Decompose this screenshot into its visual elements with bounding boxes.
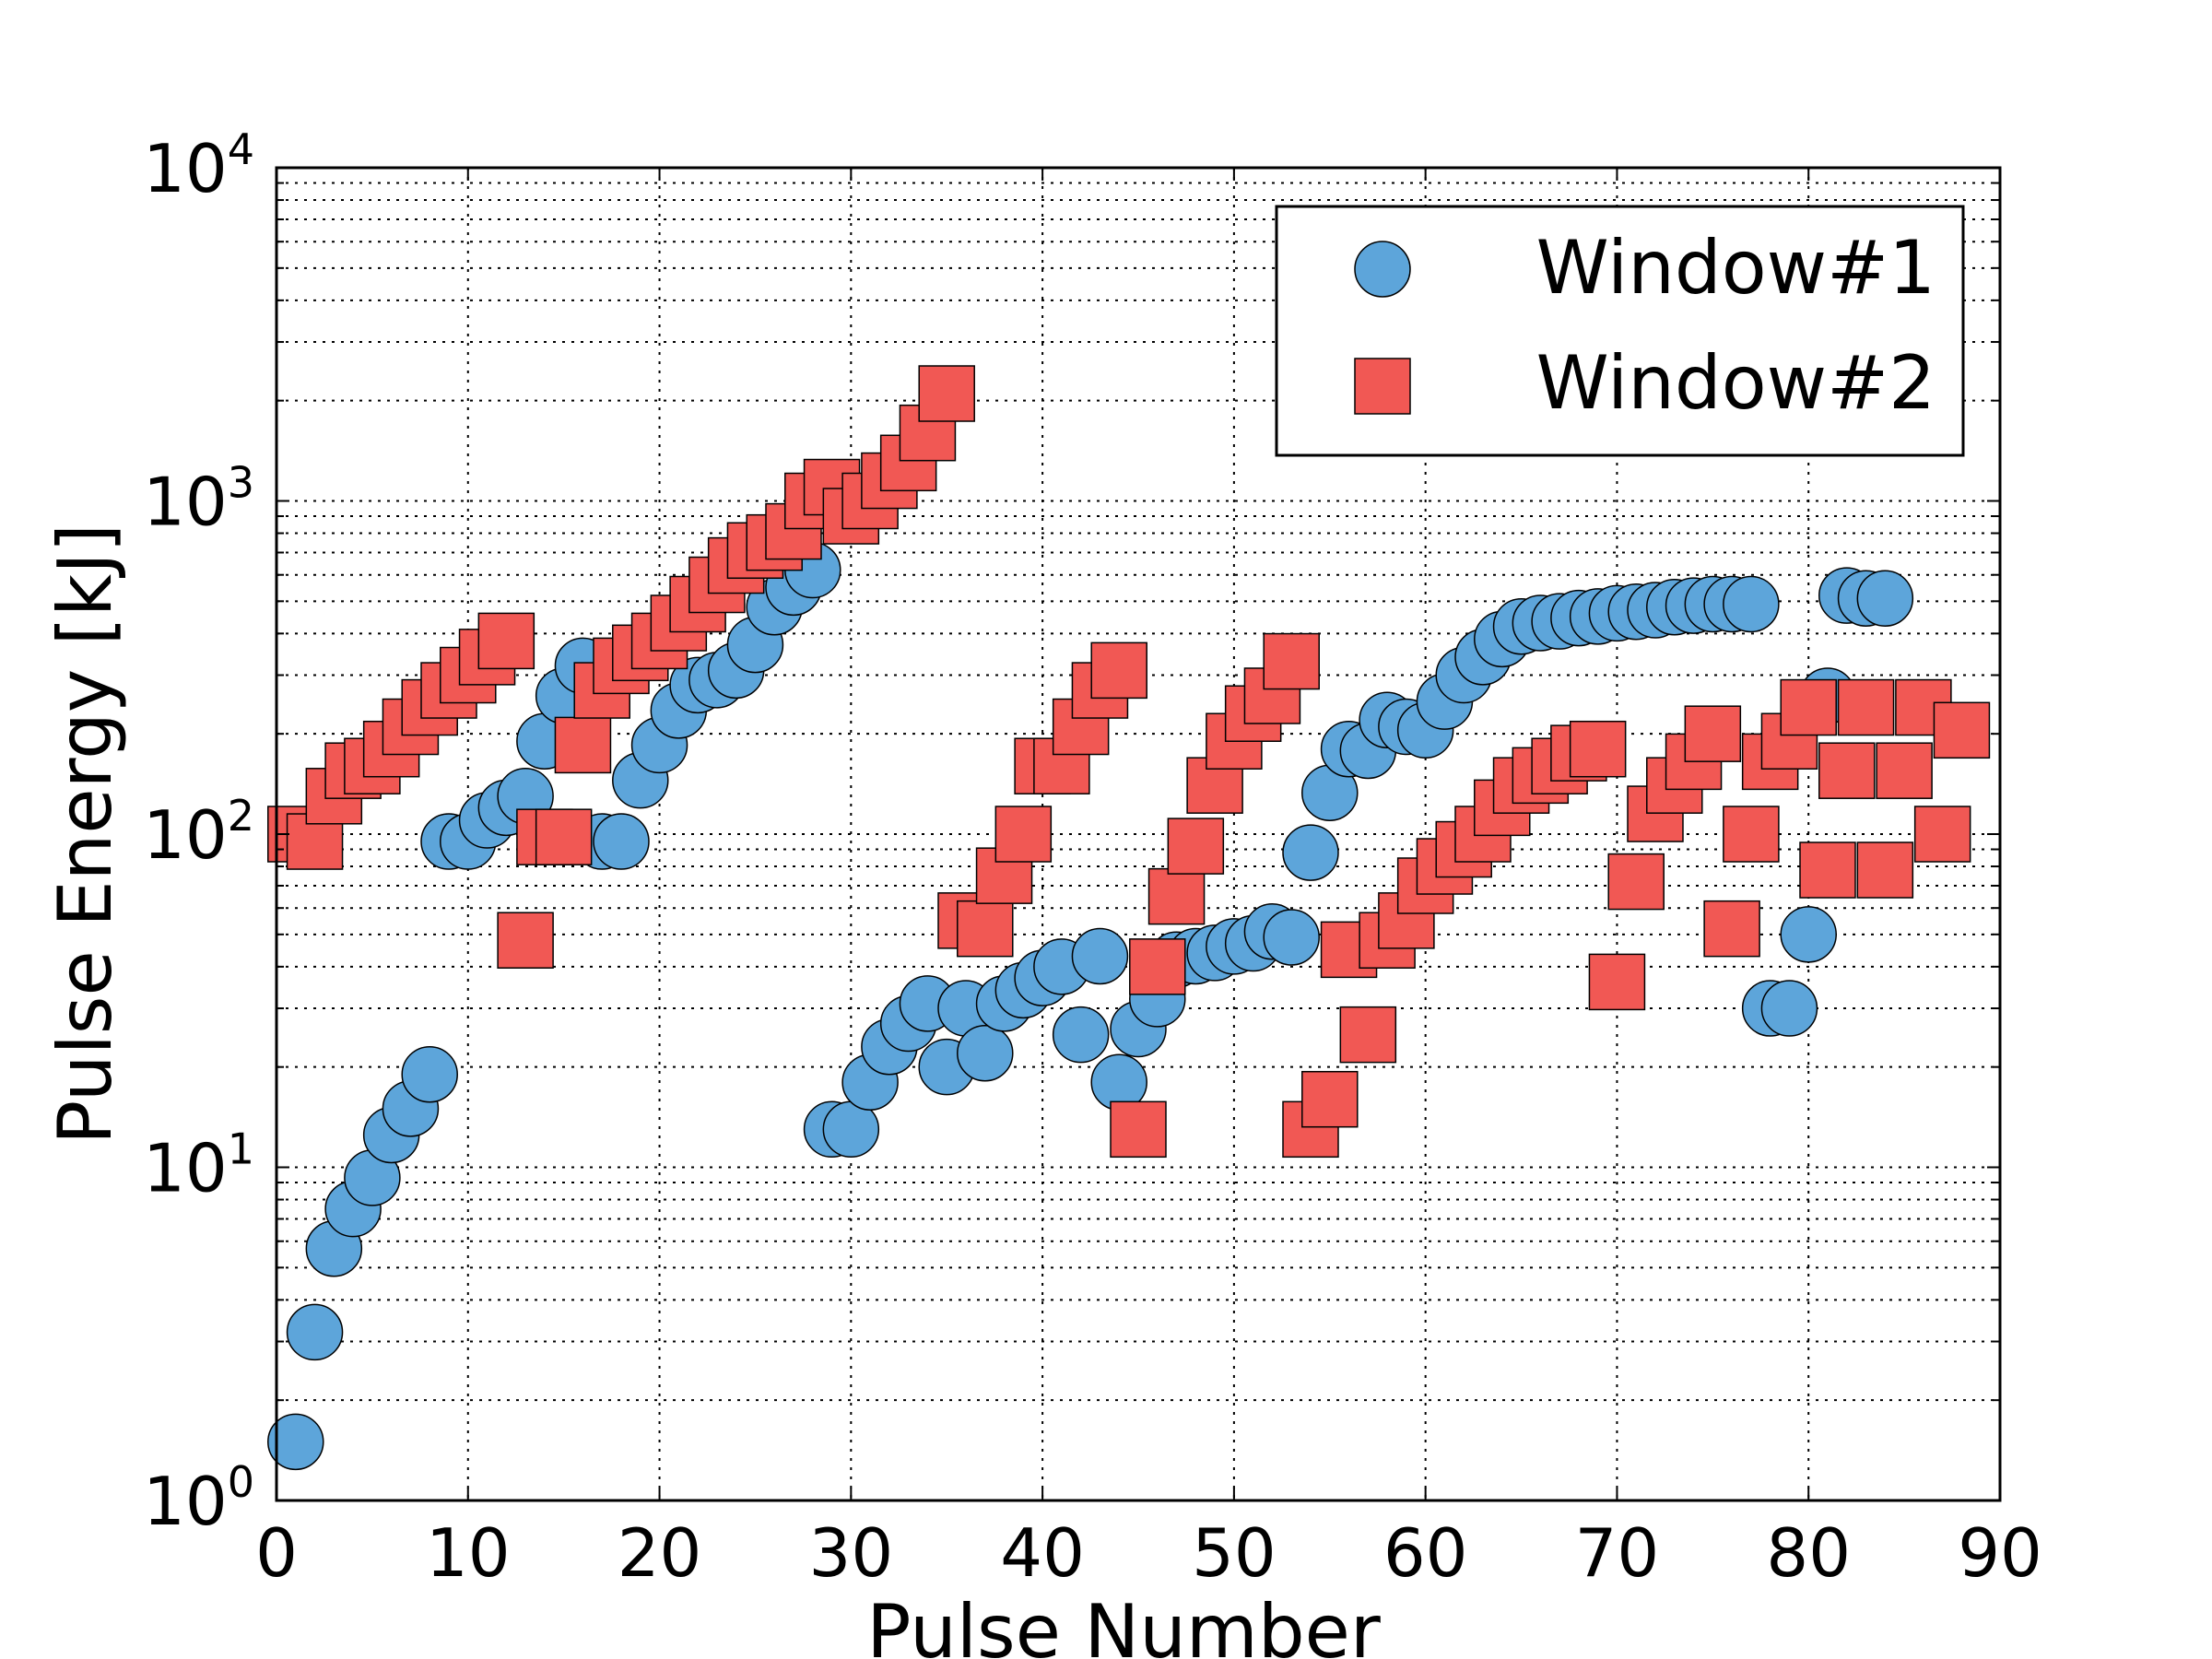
data-point-square	[957, 900, 1014, 958]
data-point-square	[1684, 705, 1742, 762]
y-tick-label: 102	[143, 791, 254, 874]
data-point-square	[1339, 1006, 1397, 1064]
x-tick-label: 60	[1383, 1514, 1468, 1592]
data-point-square	[918, 365, 975, 422]
data-point-square	[1301, 1070, 1359, 1128]
x-tick-label: 30	[809, 1514, 894, 1592]
data-point-square	[535, 808, 593, 865]
data-point-circle	[401, 1045, 458, 1103]
data-point-circle	[1780, 906, 1837, 963]
y-tick-label: 103	[143, 458, 254, 541]
data-point-circle	[1723, 575, 1780, 633]
legend-label-window2: Window#2	[1536, 340, 1936, 426]
x-tick-label: 10	[426, 1514, 511, 1592]
data-point-square	[1723, 806, 1780, 863]
data-point-square	[1110, 1100, 1167, 1159]
data-point-circle	[286, 1303, 344, 1361]
data-point-circle	[1760, 980, 1818, 1037]
axis-ticks	[276, 168, 2001, 1500]
x-tick-label: 50	[1192, 1514, 1277, 1592]
data-point-square	[477, 612, 535, 670]
data-point-square	[497, 912, 554, 969]
data-point-square	[1913, 806, 1971, 863]
data-point-square	[1607, 853, 1665, 911]
y-tick-label: 100	[143, 1457, 254, 1540]
data-point-square	[1876, 742, 1933, 799]
data-point-square	[1799, 841, 1856, 899]
data-point-circle	[1282, 824, 1339, 881]
data-point-circle	[1856, 570, 1914, 627]
x-tick-label: 90	[1958, 1514, 2042, 1592]
legend-label-window1: Window#1	[1536, 225, 1936, 311]
y-tick-label: 104	[143, 124, 254, 207]
data-point-square	[1147, 867, 1206, 925]
data-marks	[267, 365, 1991, 1471]
data-point-circle	[593, 813, 650, 870]
data-point-square	[554, 716, 612, 774]
series-2	[267, 365, 1991, 1159]
x-axis-label: Pulse Number	[866, 1589, 1381, 1659]
legend-marker-window2	[1354, 358, 1411, 415]
x-tick-label: 70	[1575, 1514, 1660, 1592]
series-1	[267, 541, 1914, 1471]
data-point-square	[1818, 742, 1876, 799]
data-point-circle	[1263, 909, 1320, 966]
legend: Window#1 Window#2	[1275, 205, 1965, 457]
data-point-circle	[1052, 1006, 1110, 1064]
data-point-square	[1703, 900, 1760, 958]
y-axis-label: Pulse Energy [kJ]	[42, 524, 128, 1145]
x-tick-label: 20	[618, 1514, 702, 1592]
data-point-square	[1263, 632, 1320, 690]
x-tick-labels: 0 10 20 30 40 50 60 70 80 90	[255, 1514, 2042, 1592]
y-tick-labels: 100 101 102 103 104	[143, 124, 254, 1540]
data-point-square	[994, 806, 1053, 863]
data-point-square	[1856, 841, 1914, 899]
x-tick-label: 80	[1766, 1514, 1851, 1592]
data-point-square	[1588, 953, 1646, 1011]
data-point-circle	[1071, 927, 1129, 985]
x-tick-label: 0	[255, 1514, 298, 1592]
legend-marker-window1	[1354, 241, 1411, 298]
data-point-square	[1129, 938, 1186, 995]
data-point-circle	[957, 1024, 1014, 1082]
data-point-square	[1780, 678, 1837, 736]
data-point-square	[1933, 701, 1991, 759]
x-tick-label: 40	[1000, 1514, 1085, 1592]
data-point-square	[1569, 720, 1627, 778]
data-point-circle	[267, 1413, 324, 1471]
data-point-square	[1167, 818, 1225, 875]
data-point-square	[1090, 641, 1147, 700]
data-point-square	[1837, 678, 1895, 736]
y-tick-label: 101	[143, 1124, 254, 1207]
